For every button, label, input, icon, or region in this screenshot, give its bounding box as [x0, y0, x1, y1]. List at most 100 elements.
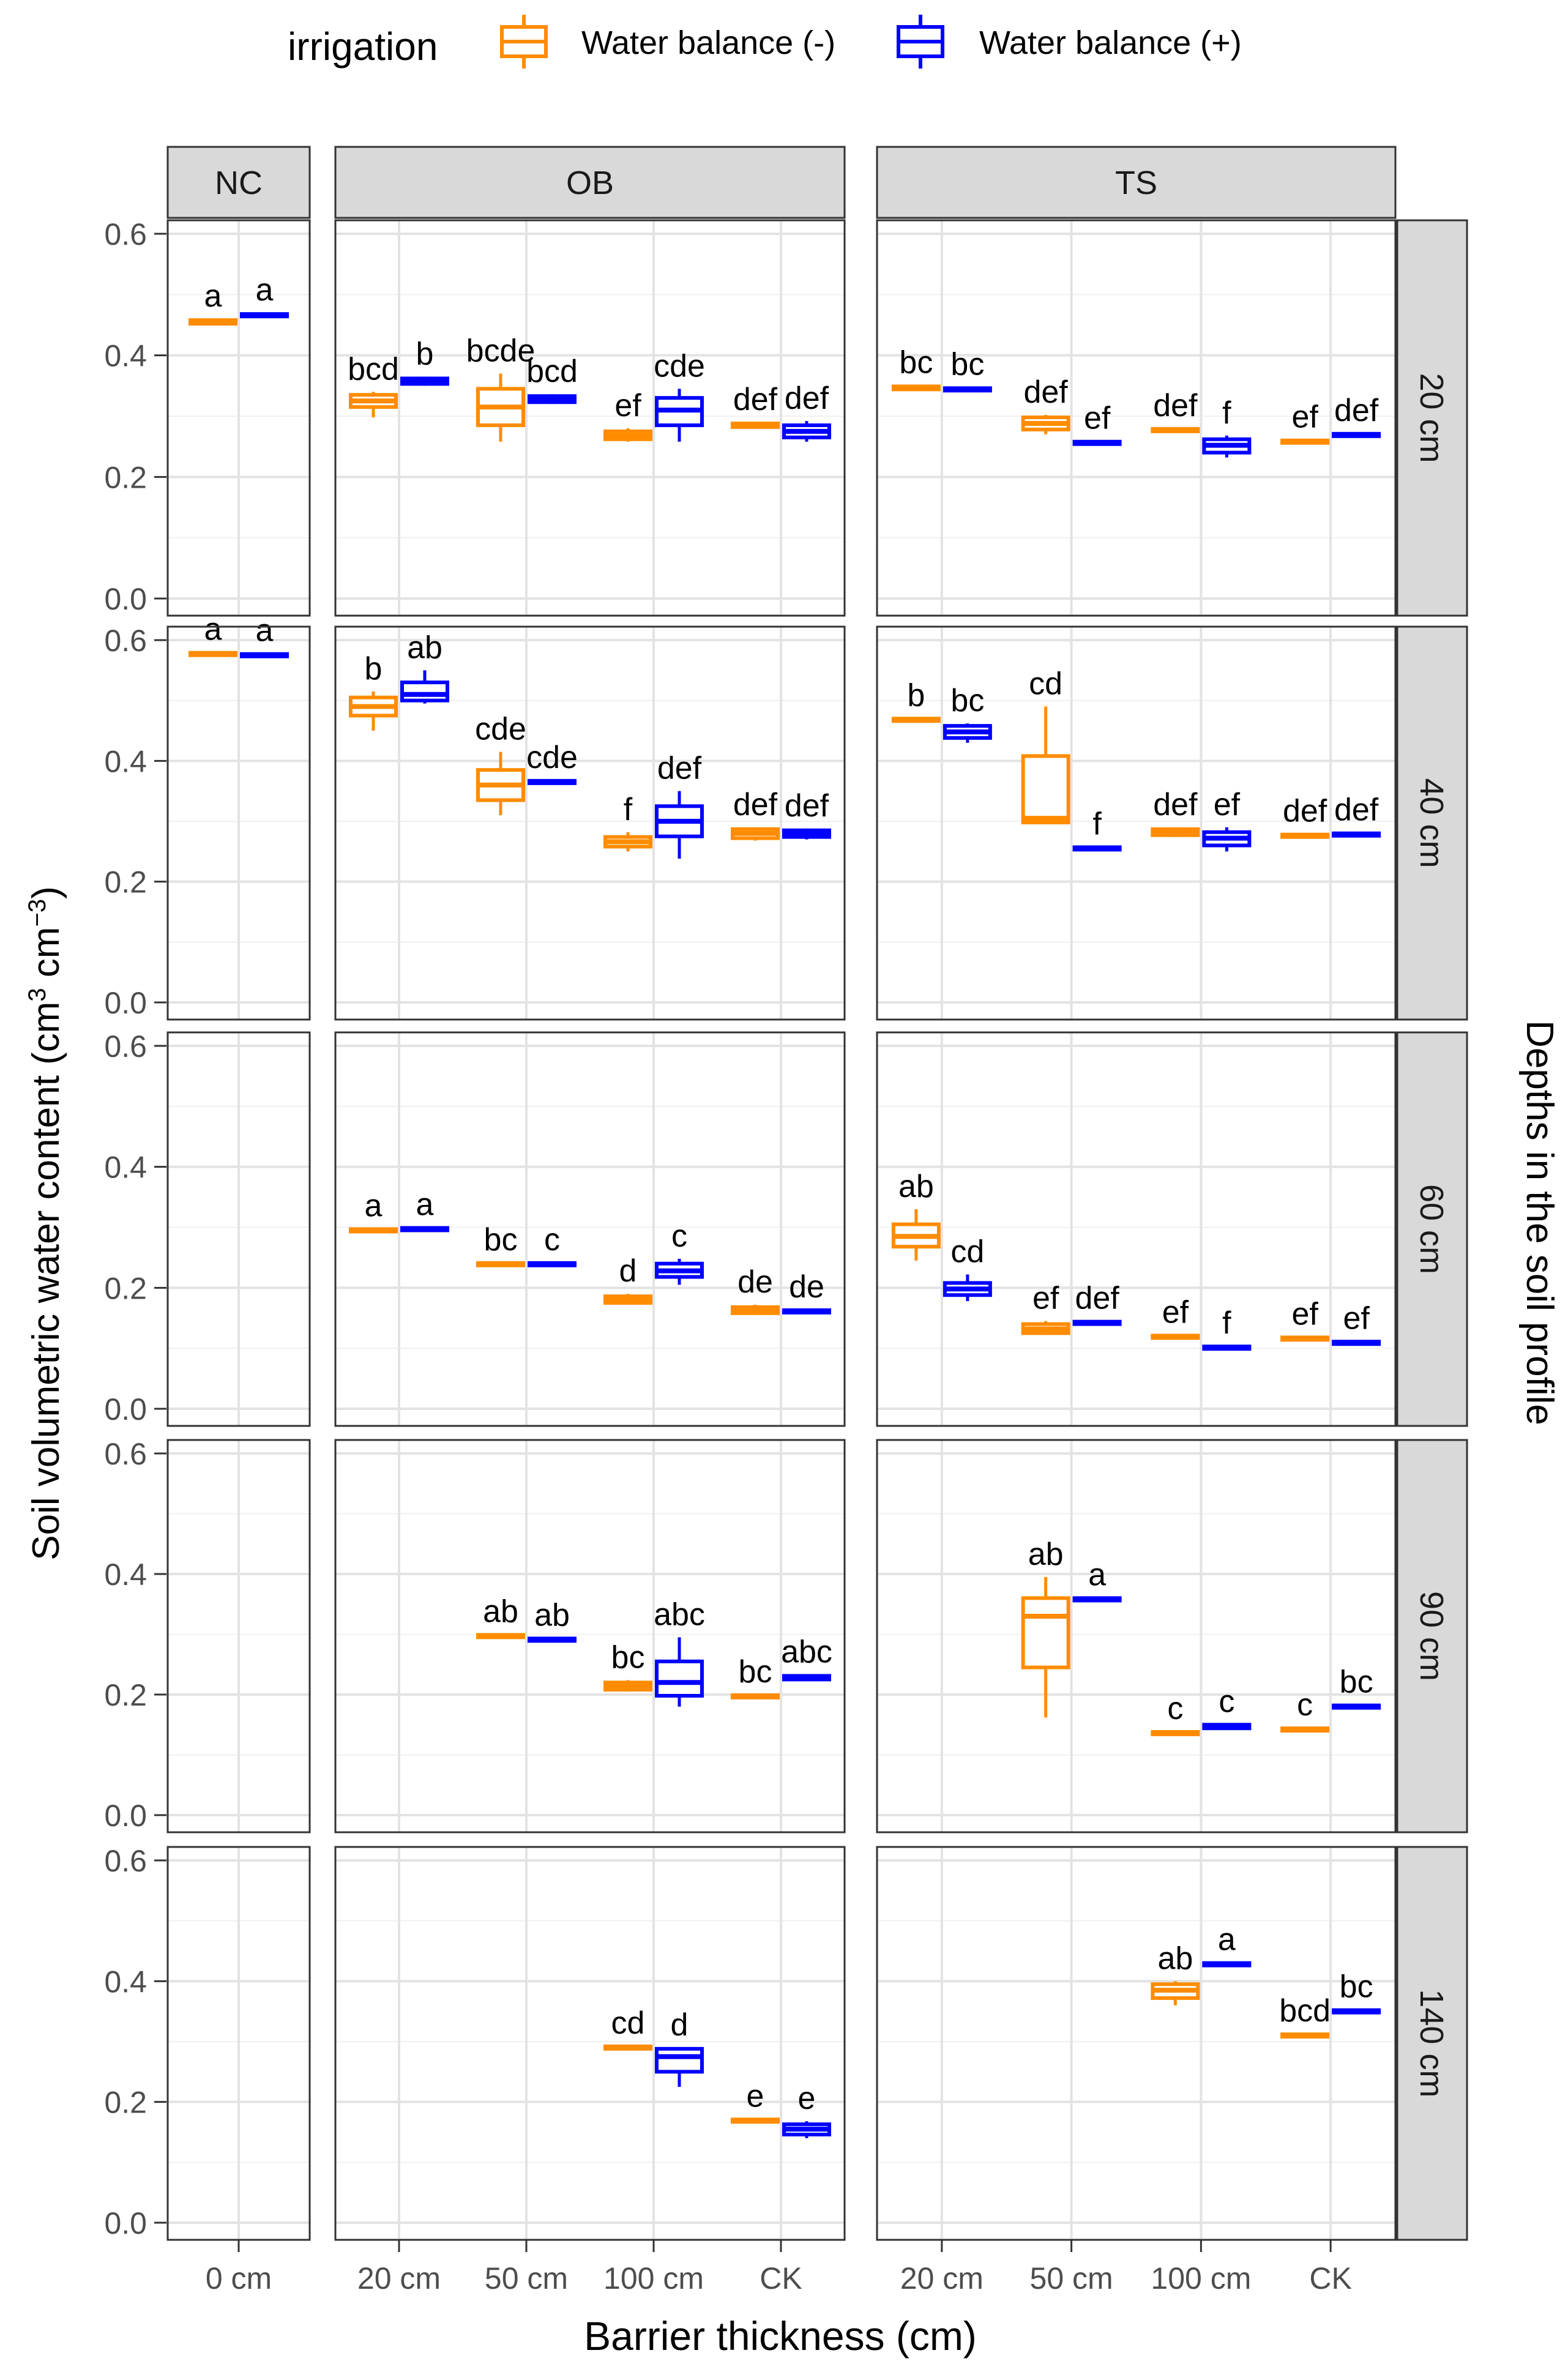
significance-label: d [671, 2007, 689, 2043]
facet-grid: NC OB TS 20 cm 0.0 0.2 0.4 0.6 40 cm 0.0 0.2 0.4 0.6… [104, 146, 1468, 2296]
significance-label: def [785, 381, 829, 416]
significance-label: a [256, 613, 274, 649]
legend-label-water-balance-minus: Water balance (-) [581, 24, 835, 61]
row-strip-label: 140 cm [1413, 1989, 1450, 2097]
x-tick-label: CK [1309, 2261, 1351, 2296]
significance-label: b [416, 336, 434, 371]
panel-background [877, 1847, 1395, 2240]
box-minus: ef [1151, 1294, 1200, 1340]
box-plus: a [240, 613, 289, 658]
box-minus: cd [603, 2005, 652, 2051]
box-minus: de [731, 1264, 780, 1315]
significance-label: d [619, 1253, 637, 1289]
panel-nc-20cm [168, 220, 310, 616]
significance-label: ab [1028, 1537, 1064, 1572]
y-tick-label: 0.4 [104, 744, 147, 778]
significance-label: ab [483, 1594, 518, 1630]
significance-label: ab [407, 630, 442, 665]
box-plus: c [528, 1222, 577, 1267]
box-plus: abc [781, 1634, 832, 1682]
panel-nc-140cm [168, 1847, 310, 2240]
panel-border [876, 625, 1397, 1021]
panel-border [334, 219, 846, 617]
panel-ts-140cm [877, 1847, 1395, 2240]
significance-label: ef [614, 388, 641, 423]
row-strip [1396, 625, 1468, 1021]
box-plus: cd [943, 1234, 992, 1302]
significance-label: ab [898, 1169, 934, 1204]
box-plus: cde [654, 348, 705, 442]
box-minus: e [731, 2078, 780, 2124]
box-minus: ab [476, 1594, 525, 1639]
box-minus: def [731, 382, 780, 429]
significance-label: b [907, 677, 925, 713]
y-tick-label: 0.6 [104, 217, 147, 252]
significance-label: def [657, 751, 702, 786]
box-plus: bc [943, 683, 992, 743]
significance-label: def [1153, 388, 1198, 423]
box-minus: d [603, 1253, 652, 1305]
significance-label: abc [654, 1597, 705, 1632]
box-minus: c [1151, 1691, 1200, 1737]
panel-border [876, 1031, 1397, 1427]
box-minus: bcd [348, 351, 399, 417]
panel-border [334, 1439, 846, 1833]
box-minus: a [189, 278, 237, 326]
significance-label: bcd [526, 354, 578, 389]
column-strip-nc [166, 146, 311, 219]
significance-label: bc [1340, 1969, 1373, 2005]
box-plus: def [655, 751, 704, 859]
column-strip-label: TS [1115, 165, 1157, 201]
box-plus: bc [1332, 1665, 1381, 1710]
y-tick-label: 0.6 [104, 1029, 147, 1064]
significance-label: ef [1032, 1281, 1059, 1316]
significance-label: a [204, 278, 222, 314]
column-strip-label: NC [215, 165, 263, 201]
significance-label: bc [611, 1639, 645, 1675]
box-plus: c [1202, 1684, 1252, 1731]
box-plus: bc [1332, 1969, 1381, 2015]
significance-label: ab [534, 1597, 570, 1633]
box-minus: b [349, 651, 398, 731]
box-minus: ab [1151, 1941, 1200, 2005]
panel-ob-90cm [335, 1440, 845, 1832]
panel-border [166, 219, 311, 617]
x-tick-label: 20 cm [357, 2261, 441, 2296]
box-plus: bcd [526, 354, 578, 405]
box-plus: de [782, 1269, 831, 1315]
x-tick-label: 100 cm [603, 2261, 704, 2296]
box-plus: def [782, 788, 831, 840]
significance-label: bc [950, 683, 984, 718]
box-minus: f [603, 792, 652, 852]
legend: irrigation Water balance (-) Water balan… [288, 12, 1242, 70]
y-tick-label: 0.0 [104, 1392, 147, 1427]
row-strip [1396, 1846, 1468, 2241]
significance-label: def [733, 787, 778, 822]
significance-label: def [1153, 787, 1198, 822]
y-tick-label: 0.4 [104, 339, 147, 373]
significance-label: cde [475, 712, 526, 747]
box-minus: ab [891, 1169, 941, 1261]
significance-label: e [798, 2081, 816, 2116]
significance-label: b [365, 651, 383, 687]
box-minus: def [1151, 787, 1200, 837]
significance-label: c [671, 1218, 687, 1254]
y-tick-label: 0.4 [104, 1557, 147, 1592]
significance-label: e [747, 2078, 764, 2114]
x-tick-label: 50 cm [1030, 2261, 1113, 2296]
box-minus: ef [1280, 400, 1330, 445]
box-minus: ef [1280, 1296, 1330, 1342]
significance-label: a [365, 1188, 383, 1223]
significance-label: cde [526, 740, 578, 775]
y-tick-label: 0.6 [104, 624, 147, 658]
y-axis-title: Soil volumetric water content (cm3 cm−3) [24, 886, 67, 1560]
significance-label: bcd [1279, 1993, 1331, 2029]
significance-label: def [1075, 1281, 1119, 1316]
box-plus: e [782, 2081, 831, 2138]
significance-label: a [1218, 1922, 1236, 1958]
panel-border [876, 1846, 1397, 2241]
panel-border [334, 625, 846, 1021]
box-plus: f [1202, 395, 1252, 458]
significance-label: def [1283, 794, 1327, 829]
box-minus: def [1151, 388, 1200, 433]
